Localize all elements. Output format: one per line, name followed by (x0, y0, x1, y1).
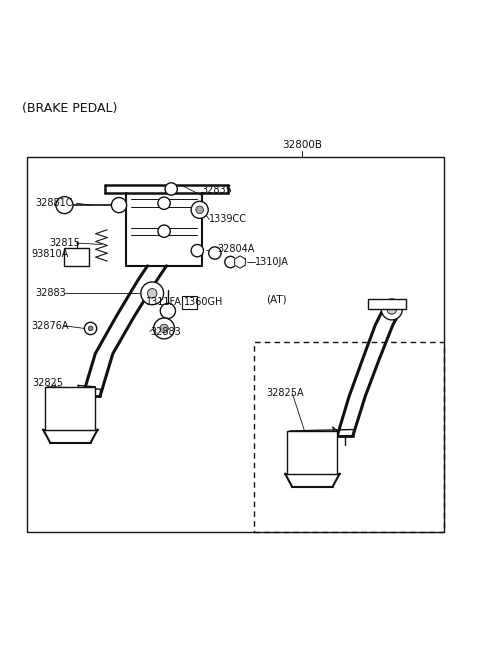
Circle shape (141, 282, 164, 305)
Text: 32825A: 32825A (266, 388, 304, 398)
Text: 32825: 32825 (32, 379, 63, 388)
Circle shape (56, 196, 73, 214)
Circle shape (225, 256, 236, 268)
Bar (288, 431, 337, 474)
Text: 1360GH: 1360GH (184, 297, 223, 307)
Circle shape (111, 198, 127, 213)
Bar (64, 248, 89, 266)
Bar (46, 387, 96, 430)
Text: (AT): (AT) (266, 295, 287, 305)
Circle shape (196, 206, 204, 214)
Circle shape (147, 289, 157, 298)
Circle shape (191, 201, 208, 218)
Text: 1339CC: 1339CC (209, 214, 247, 224)
Text: 32804A: 32804A (217, 244, 254, 253)
Text: 93810A: 93810A (31, 249, 69, 259)
Text: 1310JA: 1310JA (255, 257, 289, 267)
Circle shape (191, 244, 204, 257)
Circle shape (387, 305, 396, 314)
Circle shape (165, 183, 178, 195)
Text: 32876A: 32876A (31, 320, 69, 331)
Text: 32835: 32835 (201, 185, 232, 195)
Circle shape (158, 197, 170, 210)
Text: 32881C: 32881C (35, 198, 72, 208)
Bar (368, 299, 406, 309)
Text: 32883: 32883 (150, 328, 180, 337)
Bar (254, 342, 444, 531)
Circle shape (160, 303, 176, 318)
Circle shape (209, 247, 221, 259)
Circle shape (88, 326, 93, 331)
Text: 1311FA: 1311FA (146, 297, 182, 307)
Text: 32815: 32815 (49, 238, 80, 248)
Bar (182, 296, 197, 309)
Circle shape (160, 324, 168, 333)
Bar (26, 157, 444, 531)
Circle shape (84, 322, 96, 335)
Circle shape (154, 318, 175, 339)
Circle shape (158, 225, 170, 237)
Circle shape (382, 299, 402, 320)
Text: 32800B: 32800B (282, 140, 322, 149)
Text: (BRAKE PEDAL): (BRAKE PEDAL) (22, 102, 117, 115)
Polygon shape (235, 256, 245, 268)
Text: 32883: 32883 (35, 288, 66, 298)
